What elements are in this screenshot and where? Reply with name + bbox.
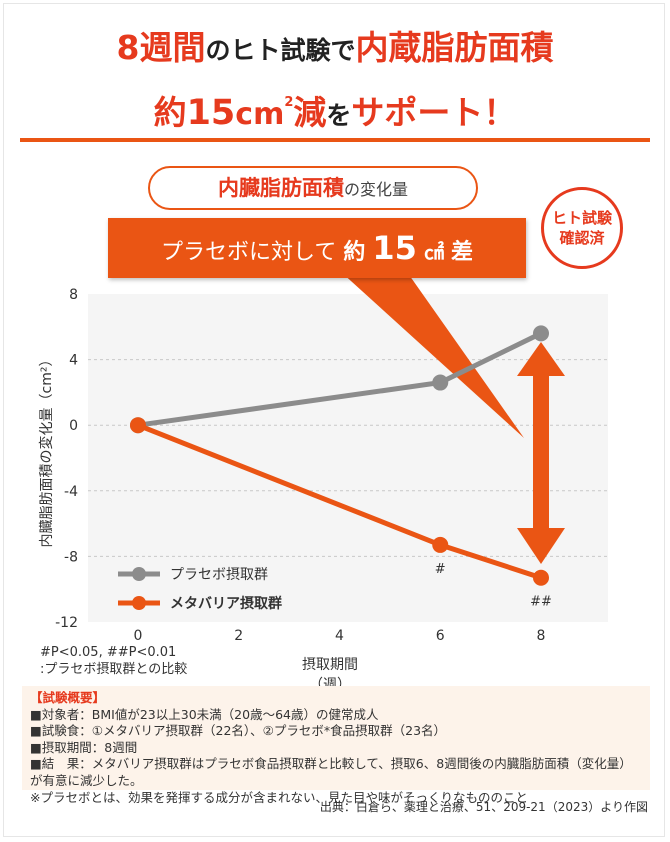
- data-point: [432, 536, 449, 553]
- headline: 8週間のヒト試験で内蔵脂肪面積 約15cm2減をサポート！: [0, 22, 670, 142]
- gridlines: [88, 359, 608, 557]
- data-point: [533, 325, 549, 342]
- headline-unit-superscript: 2: [284, 95, 294, 110]
- headline-segment: 8週間: [116, 28, 206, 67]
- data-point: [533, 569, 549, 586]
- significance-annotations: ###: [435, 562, 552, 610]
- y-tick-label: -4: [64, 484, 78, 500]
- overview-line: ※プラセボとは、効果を発揮する成分が含まれない、見た目や味がそっくりなもののこと: [30, 789, 528, 805]
- significance-mark: ##: [530, 595, 552, 610]
- headline-segment: 約: [153, 93, 187, 132]
- headline-segment: 内蔵脂肪面積: [355, 28, 554, 67]
- plot-area: [88, 294, 608, 622]
- y-tick-label: 0: [69, 418, 78, 434]
- significance-note: #P<0.05, ##P<0.01: [40, 645, 177, 660]
- headline-line-1: 8週間のヒト試験で内蔵脂肪面積: [0, 22, 670, 77]
- headline-segment: のヒト試験で: [205, 36, 356, 65]
- subtitle-suffix: の変化量: [343, 180, 408, 199]
- series: [130, 325, 549, 586]
- difference-callout: プラセボに対して 約 15 ㎠ 差: [108, 218, 526, 278]
- difference-arrow: [517, 342, 565, 564]
- badge-line-2: 確認済: [559, 229, 605, 247]
- headline-segment: cm2: [235, 95, 294, 132]
- y-axis-label: 内臓脂肪面積の変化量（cm²）: [39, 352, 55, 548]
- source-citation: 出典：白倉ら、薬理と治療、51、209-21（2023）より作図: [319, 800, 648, 814]
- data-point: [432, 374, 449, 391]
- legend-swatch-point: [132, 567, 146, 581]
- callout-unit: ㎠: [423, 240, 444, 264]
- y-tick-label: -12: [55, 615, 78, 631]
- overview-line: ■摂取期間：8週間: [30, 739, 138, 755]
- legend-swatch-point: [132, 596, 146, 610]
- x-tick-label: 4: [335, 628, 344, 644]
- legend-label: メタバリア摂取群: [170, 595, 282, 612]
- x-tick-label: 6: [436, 628, 445, 644]
- significance-mark: #: [435, 562, 446, 577]
- headline-segment: を: [326, 101, 352, 130]
- human-trial-badge: ヒト試験 確認済: [541, 187, 623, 269]
- headline-segment: 減: [293, 93, 327, 132]
- data-point: [130, 417, 146, 434]
- subtitle-main: 内臓脂肪面積: [217, 176, 344, 200]
- y-tick-labels: 8 4 0 -4 -8 -12: [55, 287, 78, 631]
- headline-segment: サポート！: [351, 93, 517, 132]
- headline-divider: [20, 138, 650, 142]
- chart-subtitle: 内臓脂肪面積の変化量: [148, 166, 478, 210]
- trial-overview: 【試験概要】 ■対象者：BMI値が23以上30未満（20歳～64歳）の健常成人 …: [22, 686, 650, 805]
- x-tick-label: 2: [234, 628, 243, 644]
- callout-post: 差: [450, 240, 473, 265]
- y-tick-label: 8: [69, 287, 78, 303]
- y-tick-label: -8: [64, 549, 78, 565]
- arrow-head-up: [517, 342, 565, 376]
- badge-line-1: ヒト試験: [551, 209, 612, 227]
- overview-line: ■対象者：BMI値が23以上30未満（20歳～64歳）の健常成人: [30, 706, 379, 722]
- callout-pre: プラセボに対して: [161, 240, 337, 265]
- x-tick-labels: 0 2 4 6 8: [134, 628, 546, 644]
- arrow-head-down: [517, 528, 565, 564]
- significance-note: :プラセボ摂取群との比較: [40, 662, 188, 677]
- callout-approx: 約: [343, 240, 366, 265]
- overview-line: ■試験食：①メタバリア摂取群（22名）、②プラセボ*食品摂取群（23名）: [30, 723, 447, 739]
- card-frame: [3, 3, 665, 837]
- callout-pointer: [330, 262, 524, 438]
- legend-label: プラセボ摂取群: [170, 567, 268, 583]
- x-tick-label: 0: [134, 628, 143, 644]
- overview-heading: 【試験概要】: [30, 690, 106, 705]
- overview-line: ■結 果：メタバリア摂取群はプラセボ食品摂取群と比較して、摂取6、8週間後の内臓…: [30, 756, 632, 788]
- y-tick-label: 4: [69, 353, 78, 369]
- headline-line-2: 約15cm2減をサポート！: [0, 77, 670, 142]
- significance-notes: #P<0.05, ##P<0.01 :プラセボ摂取群との比較: [40, 644, 187, 678]
- arrow-shaft: [533, 374, 549, 530]
- x-tick-label: 8: [537, 628, 546, 644]
- headline-segment: 15: [186, 93, 236, 133]
- callout-number: 15: [372, 229, 417, 267]
